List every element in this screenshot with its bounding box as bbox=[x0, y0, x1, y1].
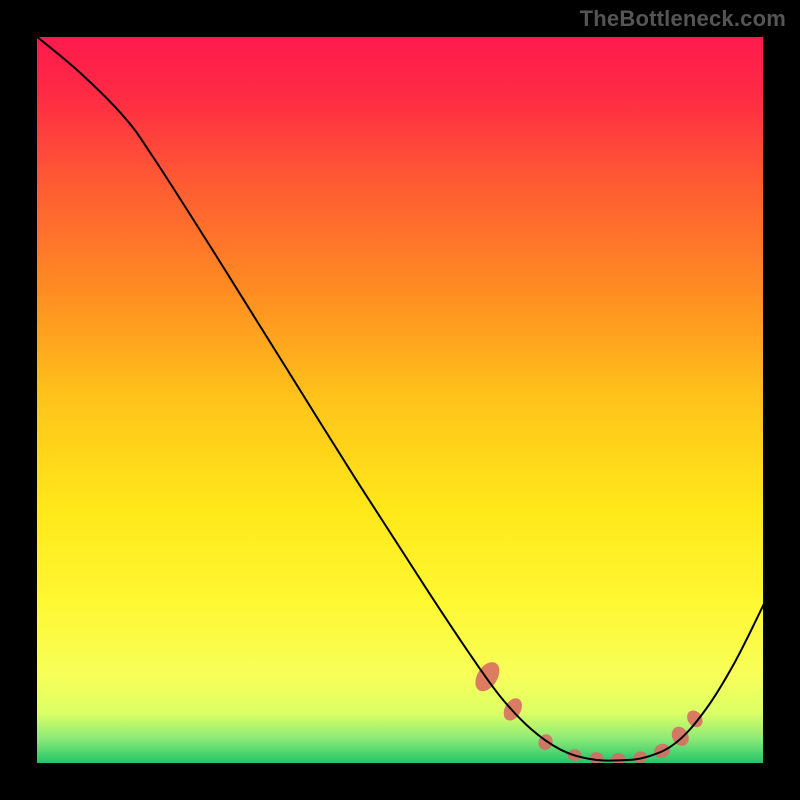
watermark-label: TheBottleneck.com bbox=[580, 6, 786, 32]
marker-4 bbox=[590, 752, 604, 764]
chart-stage: TheBottleneck.com bbox=[0, 0, 800, 800]
bottleneck-curve-chart bbox=[0, 0, 800, 800]
